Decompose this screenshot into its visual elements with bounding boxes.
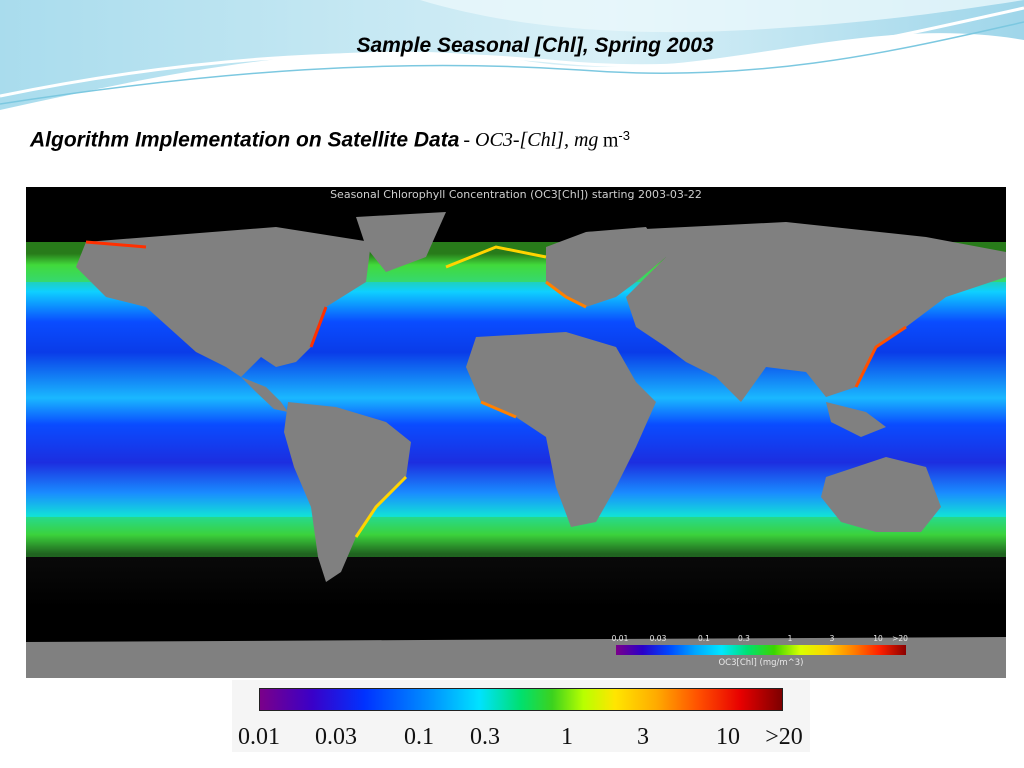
inset-tick: 10 [873,634,883,643]
inset-tick: >20 [892,634,908,643]
map-inset-colorbar-ticks: 0.01 0.03 0.1 0.3 1 3 10 >20 [612,634,908,644]
map-inset-colorbar-label: OC3[Chl] (mg/m^3) [718,658,804,668]
map-inset-colorbar-gradient [616,645,906,655]
inset-tick: 0.1 [698,634,710,643]
inset-tick: 1 [787,634,793,643]
colorbar-tick: 0.01 [238,724,280,750]
inset-tick: 3 [829,634,835,643]
chlorophyll-world-map: Seasonal Chlorophyll Concentration (OC3[… [26,187,1006,678]
colorbar-tick: >20 [765,724,803,750]
colorbar-tick: 1 [561,724,573,750]
colorbar-tick: 10 [716,724,740,750]
subtitle-unit: - OC3-[Chl], mg [463,129,599,152]
colorbar-tick: 0.03 [315,724,357,750]
land-masses [26,212,1006,678]
colorbar-tick: 0.1 [404,724,434,750]
colorbar-ticks: 0.01 0.03 0.1 0.3 1 3 10 >20 [232,724,810,750]
map-graphic [26,187,1006,678]
subtitle-unit-m: m [602,129,619,152]
map-inset-colorbar: 0.01 0.03 0.1 0.3 1 3 10 >20 OC3[Chl] (m… [612,634,908,674]
subtitle-main: Algorithm Implementation on Satellite Da… [30,128,460,152]
slide-title: Sample Seasonal [Chl], Spring 2003 [356,34,714,57]
colorbar-gradient [259,688,783,711]
concentration-colorbar: 0.01 0.03 0.1 0.3 1 3 10 >20 [232,680,810,752]
inset-tick: 0.01 [611,634,629,643]
colorbar-tick: 0.3 [470,724,500,750]
inset-tick: 0.03 [649,634,667,643]
map-heading: Seasonal Chlorophyll Concentration (OC3[… [330,188,702,201]
slide-subtitle: Algorithm Implementation on Satellite Da… [30,128,630,152]
inset-tick: 0.3 [738,634,750,643]
subtitle-unit-exponent: -3 [618,128,630,143]
header-wave-decoration [0,0,1024,110]
coastal-highlights [85,240,907,538]
colorbar-tick: 3 [637,724,649,750]
